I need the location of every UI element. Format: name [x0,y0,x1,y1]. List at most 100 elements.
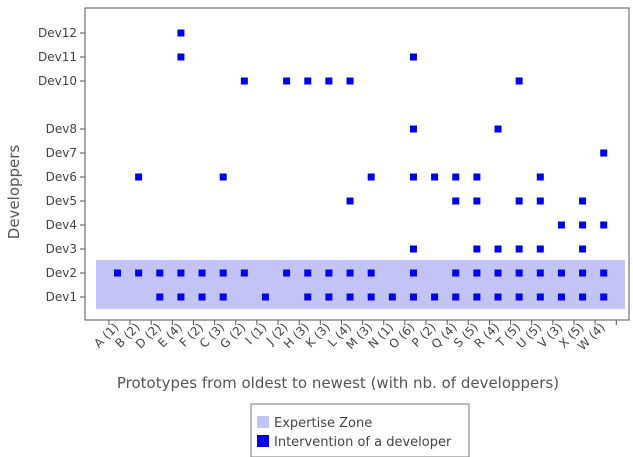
y-axis-title: Developpers [5,145,23,240]
data-point [346,269,354,277]
data-point [557,269,565,277]
data-point [177,293,185,301]
data-point [156,269,164,277]
data-point [536,293,544,301]
data-point [536,245,544,253]
data-point [346,77,354,85]
data-point [494,245,502,253]
expertise-zone [96,260,625,309]
data-point [600,221,608,229]
data-point [473,269,481,277]
data-point [135,269,143,277]
legend-swatch-expertise-zone [257,416,269,428]
y-axis-ticks: Dev1 Dev2 Dev3 Dev4 Dev5 Dev6 Dev7 Dev8 Dev10 Dev… [38,26,85,304]
legend-box [250,403,470,457]
data-point [452,173,460,181]
data-point [600,269,608,277]
data-point [452,197,460,205]
data-point [473,197,481,205]
x-tick-label: I (1) [242,320,269,347]
data-point [388,293,396,301]
data-point [325,293,333,301]
data-point [557,221,565,229]
expertise-zone-layer [96,260,625,309]
data-point [409,293,417,301]
data-point [304,293,312,301]
data-point [579,221,587,229]
legend: Expertise Zone Intervention of a develop… [250,403,470,457]
y-tick-label: Dev7 [46,146,77,160]
data-point [452,293,460,301]
data-point [135,173,143,181]
data-point [409,125,417,133]
data-point [473,173,481,181]
data-point [156,293,164,301]
data-point [177,53,185,61]
data-point [536,173,544,181]
y-tick-label: Dev1 [46,290,77,304]
data-point [346,293,354,301]
data-point [557,293,565,301]
y-tick-label: Dev8 [46,122,77,136]
data-point [325,77,333,85]
y-tick-label: Dev3 [46,242,77,256]
data-point [579,293,587,301]
legend-label-expertise-zone: Expertise Zone [274,416,372,431]
data-point [579,197,587,205]
y-tick-label: Dev2 [46,266,77,280]
data-point [515,293,523,301]
data-point [114,269,121,277]
data-point [515,245,523,253]
data-point [409,269,417,277]
data-point [409,53,417,61]
data-point [473,245,481,253]
data-point [367,173,375,181]
x-axis-ticks: A (1)B (2)D (2)E (4)F (2)C (3)G (2)I (1)… [91,320,617,353]
data-point [536,197,544,205]
data-point [304,77,312,85]
data-point [494,293,502,301]
data-point [515,77,523,85]
data-point [409,245,417,253]
data-point [515,197,523,205]
data-point [515,269,523,277]
data-point [494,125,502,133]
data-point [219,293,227,301]
data-points [114,29,608,301]
data-point [261,293,269,301]
data-point [431,173,439,181]
data-point [600,293,608,301]
data-point [367,293,375,301]
data-point [219,269,227,277]
data-point [473,293,481,301]
data-point [579,269,587,277]
y-tick-label: Dev12 [38,26,77,40]
data-point [283,77,291,85]
y-tick-label: Dev4 [46,218,77,232]
y-tick-label: Dev6 [46,170,77,184]
data-point [219,173,227,181]
data-point [177,29,185,37]
plot-frame [84,7,630,321]
data-point [536,269,544,277]
data-point [283,269,291,277]
legend-swatch-intervention [257,435,269,447]
data-point [409,173,417,181]
y-tick-label: Dev10 [38,74,77,88]
data-point [600,149,608,157]
data-point [198,293,206,301]
data-point [452,269,460,277]
y-tick-label: Dev5 [46,194,77,208]
data-point [240,269,248,277]
data-point [367,269,375,277]
data-point [325,269,333,277]
data-point [579,245,587,253]
legend-label-intervention: Intervention of a developer [274,435,452,450]
data-point [198,269,206,277]
y-tick-label: Dev11 [38,50,77,64]
data-point [240,77,248,85]
data-point [304,269,312,277]
data-point [346,197,354,205]
x-axis-title: Prototypes from oldest to newest (with n… [117,374,559,392]
